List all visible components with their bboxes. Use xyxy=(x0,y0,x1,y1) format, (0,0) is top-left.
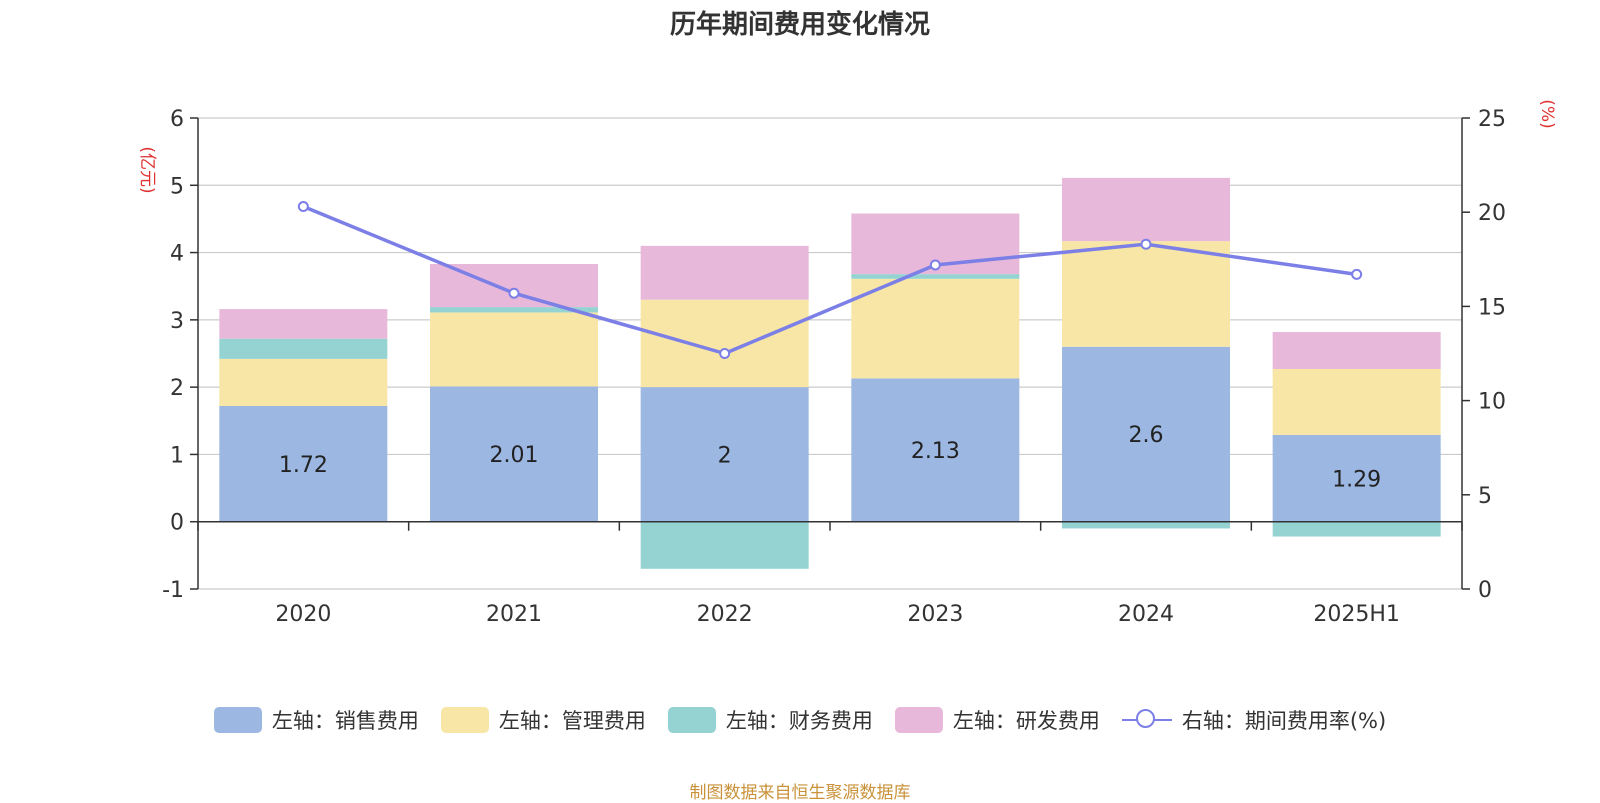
bar-sales xyxy=(640,387,809,522)
x-axis-tick-label: 2023 xyxy=(907,602,963,627)
bar-finance xyxy=(219,338,388,359)
bar-admin xyxy=(1062,241,1230,347)
left-axis-tick-label: 3 xyxy=(170,309,184,334)
legend-item-finance[interactable]: 左轴：财务费用 xyxy=(667,705,873,735)
legend-item-sales[interactable]: 左轴：销售费用 xyxy=(213,705,419,735)
bar-rnd xyxy=(1062,177,1230,242)
left-axis-tick-label: 6 xyxy=(170,107,184,132)
legend: 左轴：销售费用 左轴：管理费用 左轴：财务费用 左轴：研发费用 右轴：期间费用率… xyxy=(0,704,1600,736)
bar-data-label: 1.72 xyxy=(279,453,328,478)
x-axis-tick-label: 2020 xyxy=(275,602,331,627)
bar-admin xyxy=(640,299,809,388)
right-axis-tick-label: 15 xyxy=(1478,295,1506,320)
bar-rnd xyxy=(640,245,809,300)
bar-data-label: 1.29 xyxy=(1332,467,1381,492)
bar-sales xyxy=(851,378,1020,522)
bar-data-label: 2.01 xyxy=(490,443,539,468)
legend-swatch-rate xyxy=(1121,707,1172,733)
bar-finance xyxy=(851,274,1020,279)
right-axis-tick-label: 20 xyxy=(1478,201,1506,226)
bar-admin xyxy=(1272,368,1441,435)
left-axis-tick-label: 0 xyxy=(170,511,184,536)
rate-point xyxy=(297,201,309,213)
legend-label-admin: 左轴：管理费用 xyxy=(498,709,646,733)
bar-finance xyxy=(1272,521,1441,537)
legend-item-rate[interactable]: 右轴：期间费用率(%) xyxy=(1121,705,1387,735)
bar-sales xyxy=(1272,434,1441,522)
rate-point xyxy=(719,348,731,359)
bar-data-label: 2 xyxy=(718,443,732,468)
legend-label-rnd: 左轴：研发费用 xyxy=(952,709,1100,733)
rate-line xyxy=(302,204,1357,356)
right-axis-tick-label: 25 xyxy=(1478,107,1506,132)
bar-sales xyxy=(1062,346,1230,522)
right-axis-tick-label: 0 xyxy=(1478,578,1492,603)
rate-point xyxy=(1351,268,1363,280)
bar-admin xyxy=(219,358,388,406)
legend-swatch-finance xyxy=(667,707,716,733)
legend-label-sales: 左轴：销售费用 xyxy=(271,709,419,733)
x-axis-tick-label: 2022 xyxy=(697,602,753,627)
left-axis-tick-label: 5 xyxy=(170,174,184,199)
legend-item-rnd[interactable]: 左轴：研发费用 xyxy=(894,705,1100,735)
left-axis-tick-label: 1 xyxy=(170,443,184,468)
bar-finance xyxy=(430,307,598,313)
legend-label-finance: 左轴：财务费用 xyxy=(725,709,873,733)
right-axis-tick-label: 10 xyxy=(1478,390,1506,415)
bar-rnd xyxy=(1272,331,1441,369)
right-axis-unit-label: (%) xyxy=(1537,99,1557,128)
legend-label-rate: 右轴：期间费用率(%) xyxy=(1181,709,1387,733)
bar-finance xyxy=(1062,521,1230,529)
bar-sales xyxy=(219,405,388,522)
chart-title: 历年期间费用变化情况 xyxy=(669,10,930,40)
x-axis-tick-label: 2025H1 xyxy=(1313,602,1400,627)
data-source-note: 制图数据来自恒生聚源数据库 xyxy=(689,783,911,803)
left-axis-tick-label: -1 xyxy=(162,578,184,603)
x-axis-tick-label: 2024 xyxy=(1118,602,1174,627)
left-axis-unit-label: (亿元) xyxy=(137,146,157,193)
bar-data-label: 2.6 xyxy=(1129,423,1164,448)
rate-point xyxy=(929,259,941,271)
legend-swatch-rnd xyxy=(894,707,943,733)
x-axis-tick-label: 2021 xyxy=(486,602,542,627)
bar-data-label: 2.13 xyxy=(911,439,960,464)
rate-point xyxy=(1140,238,1152,250)
bar-admin xyxy=(851,278,1020,379)
left-axis-tick-label: 2 xyxy=(170,376,184,401)
left-axis-tick-label: 4 xyxy=(170,242,184,267)
bar-finance xyxy=(640,521,809,569)
rate-point xyxy=(508,287,520,299)
bar-admin xyxy=(430,312,598,387)
legend-item-admin[interactable]: 左轴：管理费用 xyxy=(440,705,646,735)
bar-sales xyxy=(430,386,598,522)
right-axis-tick-label: 5 xyxy=(1478,484,1492,509)
bar-rnd xyxy=(219,309,388,339)
legend-swatch-sales xyxy=(213,707,262,733)
legend-swatch-admin xyxy=(440,707,489,733)
